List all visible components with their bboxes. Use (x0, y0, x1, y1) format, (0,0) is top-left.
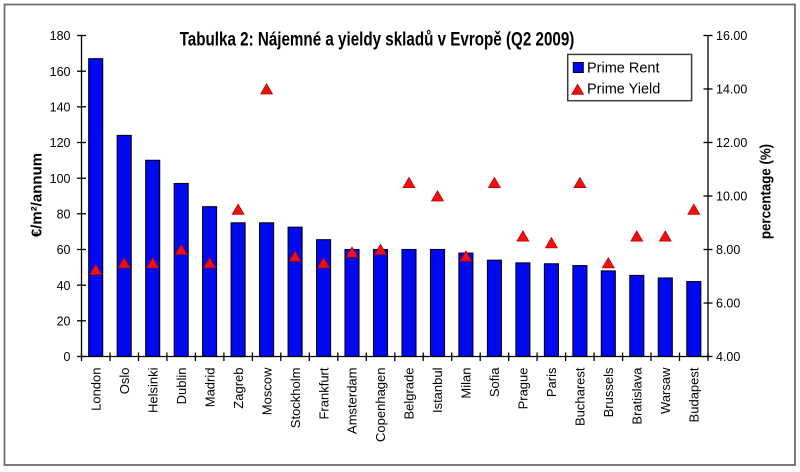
svg-text:Warsaw: Warsaw (658, 367, 673, 414)
svg-text:100: 100 (50, 172, 71, 186)
svg-text:14.00: 14.00 (716, 83, 747, 97)
svg-text:Prime Yield: Prime Yield (587, 82, 660, 98)
svg-text:12.00: 12.00 (716, 136, 747, 150)
svg-text:160: 160 (50, 65, 71, 79)
svg-text:20: 20 (57, 314, 71, 328)
svg-text:40: 40 (57, 279, 71, 293)
svg-text:Budapest: Budapest (687, 367, 702, 422)
svg-text:Copenhagen: Copenhagen (373, 368, 388, 442)
svg-text:80: 80 (57, 207, 71, 221)
svg-text:percentage (%): percentage (%) (758, 144, 775, 239)
svg-text:Prime Rent: Prime Rent (587, 60, 660, 76)
svg-text:Dublin: Dublin (174, 368, 189, 405)
svg-text:Sofia: Sofia (487, 367, 502, 397)
svg-text:Bratislava: Bratislava (630, 367, 645, 425)
svg-text:Bucharest: Bucharest (573, 367, 588, 426)
svg-text:6.00: 6.00 (716, 297, 740, 311)
svg-text:€/m²/annum: €/m²/annum (29, 153, 46, 237)
svg-text:Belgrade: Belgrade (402, 368, 417, 420)
svg-text:Milan: Milan (459, 368, 474, 399)
svg-text:120: 120 (50, 136, 71, 150)
svg-text:Tabulka 2: Nájemné a yieldy sk: Tabulka 2: Nájemné a yieldy skladů v Evr… (180, 28, 575, 50)
svg-text:Prague: Prague (516, 368, 531, 410)
svg-text:Paris: Paris (544, 367, 559, 397)
svg-text:Moscow: Moscow (259, 367, 274, 415)
svg-text:Helsinki: Helsinki (145, 367, 160, 413)
svg-text:10.00: 10.00 (716, 190, 747, 204)
svg-text:60: 60 (57, 243, 71, 257)
svg-text:140: 140 (50, 100, 71, 114)
svg-text:Madrid: Madrid (202, 368, 217, 408)
svg-text:0: 0 (64, 350, 71, 364)
svg-text:180: 180 (50, 29, 71, 43)
svg-text:London: London (88, 368, 103, 411)
svg-text:Brussels: Brussels (601, 367, 616, 417)
svg-text:Oslo: Oslo (117, 368, 132, 395)
svg-text:4.00: 4.00 (716, 350, 740, 364)
svg-text:Istanbul: Istanbul (430, 367, 445, 413)
svg-text:8.00: 8.00 (716, 243, 740, 257)
svg-text:Frankfurt: Frankfurt (316, 367, 331, 419)
svg-text:Zagreb: Zagreb (231, 368, 246, 409)
svg-text:Stockholm: Stockholm (288, 368, 303, 429)
svg-text:Amsterdam: Amsterdam (345, 368, 360, 434)
svg-text:16.00: 16.00 (716, 29, 747, 43)
